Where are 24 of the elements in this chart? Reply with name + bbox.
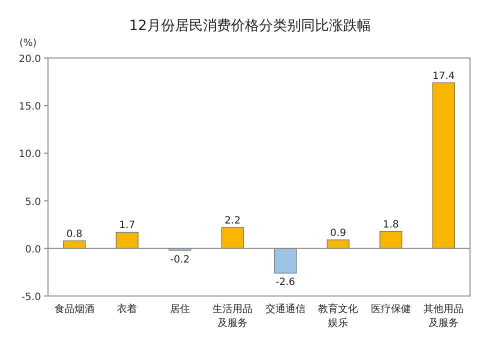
ytick: 5.0 — [25, 196, 41, 208]
data-label: 1.8 — [382, 219, 399, 230]
ylabel: (%) — [19, 38, 37, 49]
ytick: 15.0 — [18, 102, 41, 113]
xtick: 其他用品及服务 — [424, 304, 464, 329]
xtick: 医疗保健 — [370, 304, 411, 315]
data-label: -2.6 — [276, 277, 296, 288]
ytick: 10.0 — [18, 149, 41, 160]
data-label: 2.2 — [224, 215, 241, 226]
xtick: 食品烟酒 — [54, 304, 94, 315]
data-label: 0.8 — [66, 228, 82, 240]
data-label: 17.4 — [432, 70, 455, 82]
data-label: 1.7 — [119, 220, 136, 232]
xtick: 生活用品及服务 — [212, 304, 253, 329]
ytick: 0.0 — [25, 244, 41, 256]
ytick: -5.0 — [21, 292, 41, 303]
xtick: 教育文化娱乐 — [318, 304, 358, 329]
xtick: 居住 — [170, 304, 190, 315]
xtick: 衣着 — [117, 304, 138, 315]
data-label: 0.9 — [330, 228, 346, 239]
title: 12月份居民消费价格分类别同比涨跌幅 — [129, 18, 371, 34]
data-label: -0.2 — [170, 254, 190, 266]
xtick: 交通通信 — [265, 304, 306, 315]
ytick: 20.0 — [18, 54, 41, 65]
